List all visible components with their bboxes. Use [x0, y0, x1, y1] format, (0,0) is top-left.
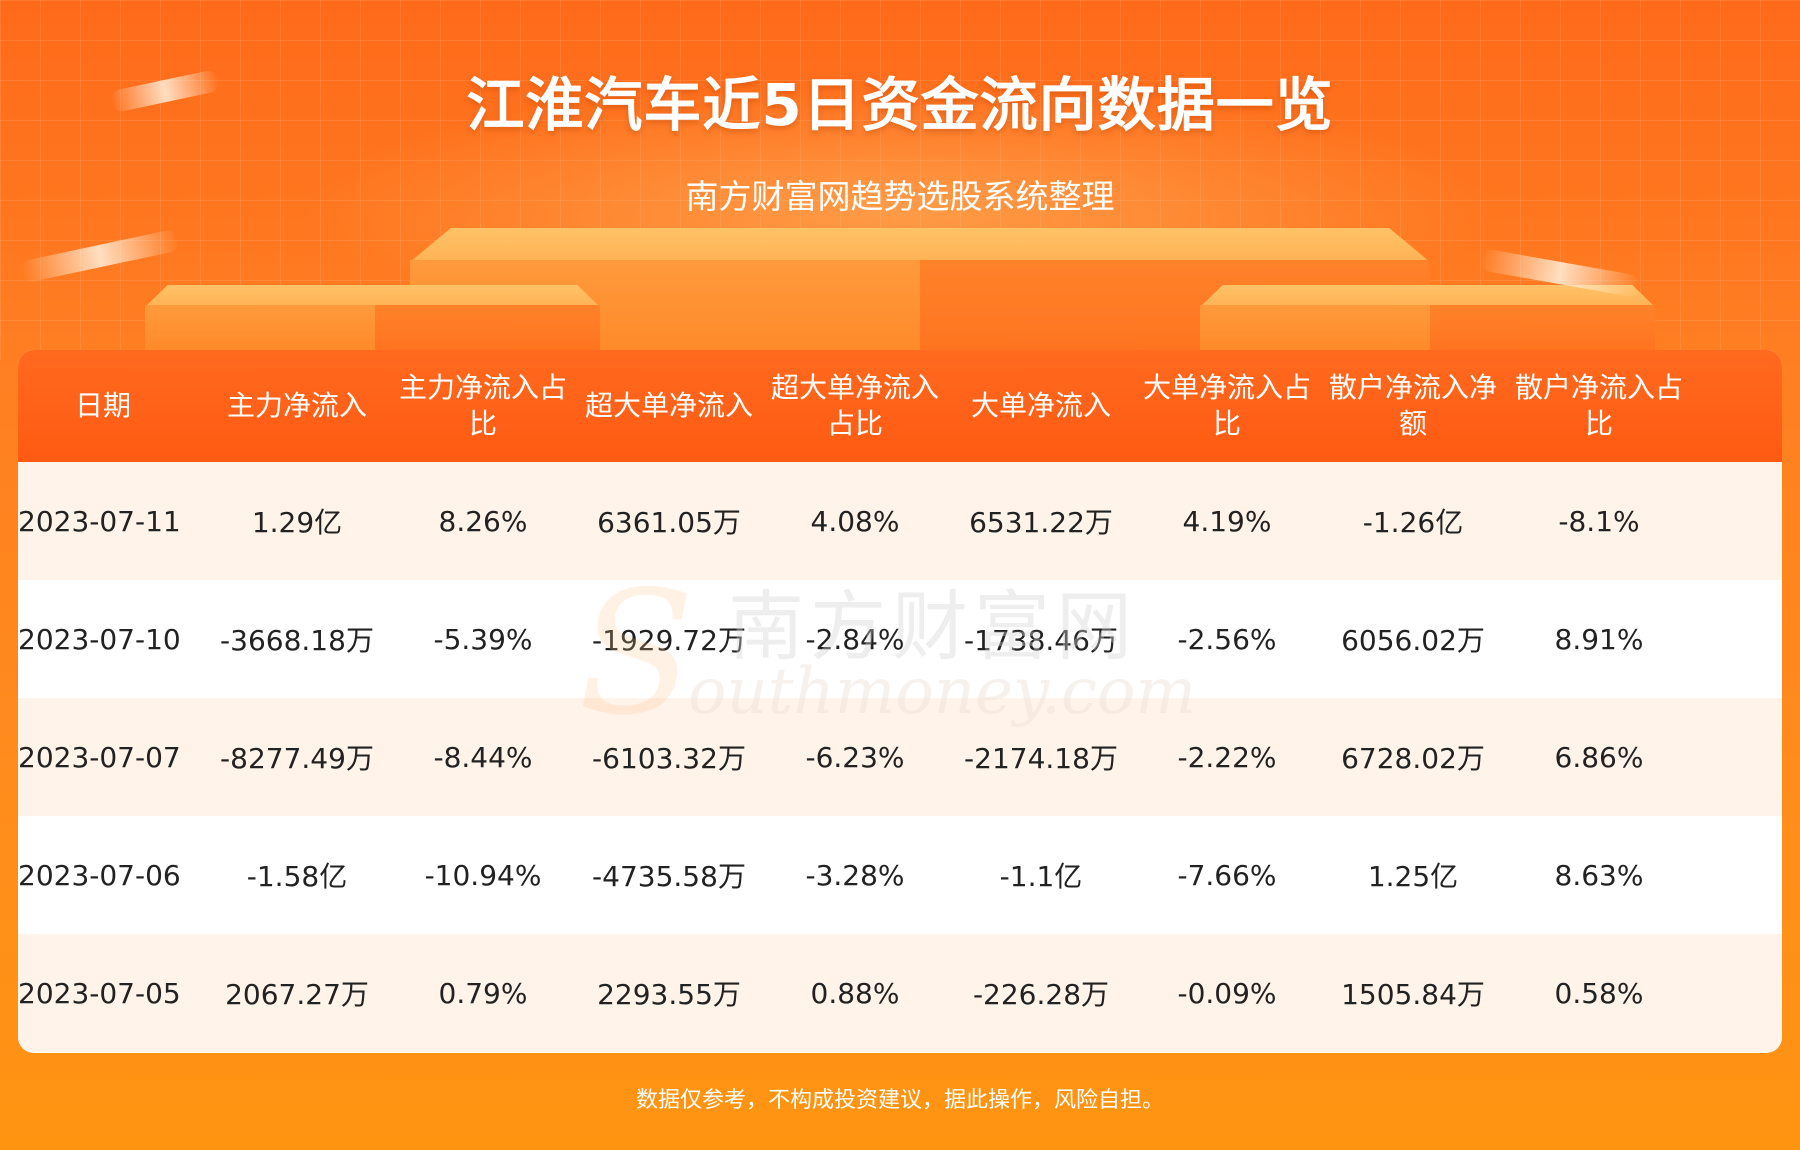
table-cell: -6.23%: [805, 740, 905, 774]
table-cell: 2293.55万: [597, 978, 741, 1011]
table-cell: -1.58亿: [246, 860, 348, 893]
table-row: 2023-07-05 2067.27万 0.79% 2293.55万 0.88%…: [18, 934, 1782, 1052]
table-cell: -3.28%: [805, 858, 905, 892]
cell-date: 2023-07-07: [18, 740, 181, 774]
table-cell: -8277.49万: [220, 742, 374, 775]
deco-block: [1430, 305, 1655, 350]
page-subtitle: 南方财富网趋势选股系统整理: [685, 177, 1115, 216]
table-cell: 6531.22万: [969, 506, 1113, 539]
table-cell: -8.1%: [1558, 504, 1640, 538]
table-header: 日期 主力净流入 主力净流入占比 超大单净流入 超大单净流入占比 大单净流入 大…: [18, 350, 1782, 462]
deco-block: [1200, 285, 1655, 307]
cell-date: 2023-07-10: [18, 622, 181, 656]
deco-block: [145, 305, 375, 350]
cell-date: 2023-07-05: [18, 976, 181, 1010]
column-header-main-net-inflow: 主力净流入: [226, 389, 367, 422]
column-header-large-net-inflow: 大单净流入: [970, 389, 1111, 422]
table-cell: 0.58%: [1554, 976, 1644, 1010]
table-cell: 1.25亿: [1367, 860, 1459, 893]
deco-block: [145, 285, 600, 307]
table-cell: 6728.02万: [1341, 742, 1485, 775]
disclaimer: 数据仅参考，不构成投资建议，据此操作，风险自担。: [635, 1088, 1164, 1113]
table-cell: -2.84%: [805, 622, 905, 656]
table-cell: -3668.18万: [220, 624, 374, 657]
table-cell: 0.88%: [810, 976, 900, 1010]
table-cell: -8.44%: [433, 740, 533, 774]
deco-block: [410, 228, 1430, 262]
table-row: 2023-07-07 -8277.49万 -8.44% -6103.32万 -6…: [18, 698, 1782, 816]
deco-block: [375, 305, 600, 350]
fund-flow-table: 日期 主力净流入 主力净流入占比 超大单净流入 超大单净流入占比 大单净流入 大…: [18, 350, 1782, 1053]
table-cell: -2174.18万: [964, 742, 1118, 775]
table-cell: -1738.46万: [964, 624, 1118, 657]
column-header-date: 日期: [74, 389, 131, 422]
table-cell: 1.29亿: [251, 506, 343, 539]
table-cell: 1505.84万: [1341, 978, 1485, 1011]
column-header-xl-ratio: 超大单净流入占比: [770, 371, 939, 440]
table-row: 2023-07-06 -1.58亿 -10.94% -4735.58万 -3.2…: [18, 816, 1782, 934]
table-row: 2023-07-11 1.29亿 8.26% 6361.05万 4.08% 65…: [18, 462, 1782, 580]
table-cell: 6056.02万: [1341, 624, 1485, 657]
table-cell: 2067.27万: [225, 978, 369, 1011]
table-cell: 0.79%: [438, 976, 528, 1010]
table-cell: -6103.32万: [592, 742, 746, 775]
table-cell: -4735.58万: [592, 860, 746, 893]
column-header-retail-net-amount: 散户净流入净额: [1328, 371, 1497, 440]
table-cell: -1929.72万: [592, 624, 746, 657]
table-cell: 8.63%: [1554, 858, 1644, 892]
cell-date: 2023-07-11: [18, 504, 181, 538]
table-cell: -226.28万: [972, 978, 1110, 1011]
deco-block: [1200, 305, 1430, 350]
table-cell: -2.56%: [1177, 622, 1277, 656]
table-cell: 4.08%: [810, 504, 900, 538]
column-header-large-ratio: 大单净流入占比: [1142, 371, 1311, 440]
column-header-retail-ratio: 散户净流入占比: [1514, 371, 1683, 440]
table-cell: 8.26%: [438, 504, 528, 538]
column-header-main-ratio: 主力净流入占比: [398, 371, 567, 440]
table-cell: -1.26亿: [1362, 506, 1464, 539]
table-cell: -1.1亿: [999, 860, 1083, 893]
table-cell: 6361.05万: [597, 506, 741, 539]
table-cell: 8.91%: [1554, 622, 1644, 656]
column-header-xl-net-inflow: 超大单净流入: [584, 389, 753, 422]
page-title: 江淮汽车近5日资金流向数据一览: [466, 71, 1334, 139]
table-cell: -2.22%: [1177, 740, 1277, 774]
table-cell: 6.86%: [1554, 740, 1644, 774]
table-cell: -0.09%: [1177, 976, 1277, 1010]
cell-date: 2023-07-06: [18, 858, 181, 892]
table-cell: 4.19%: [1182, 504, 1272, 538]
table-row: 2023-07-10 -3668.18万 -5.39% -1929.72万 -2…: [18, 580, 1782, 698]
table-cell: -10.94%: [424, 858, 542, 892]
table-cell: -7.66%: [1177, 858, 1277, 892]
table-cell: -5.39%: [433, 622, 533, 656]
